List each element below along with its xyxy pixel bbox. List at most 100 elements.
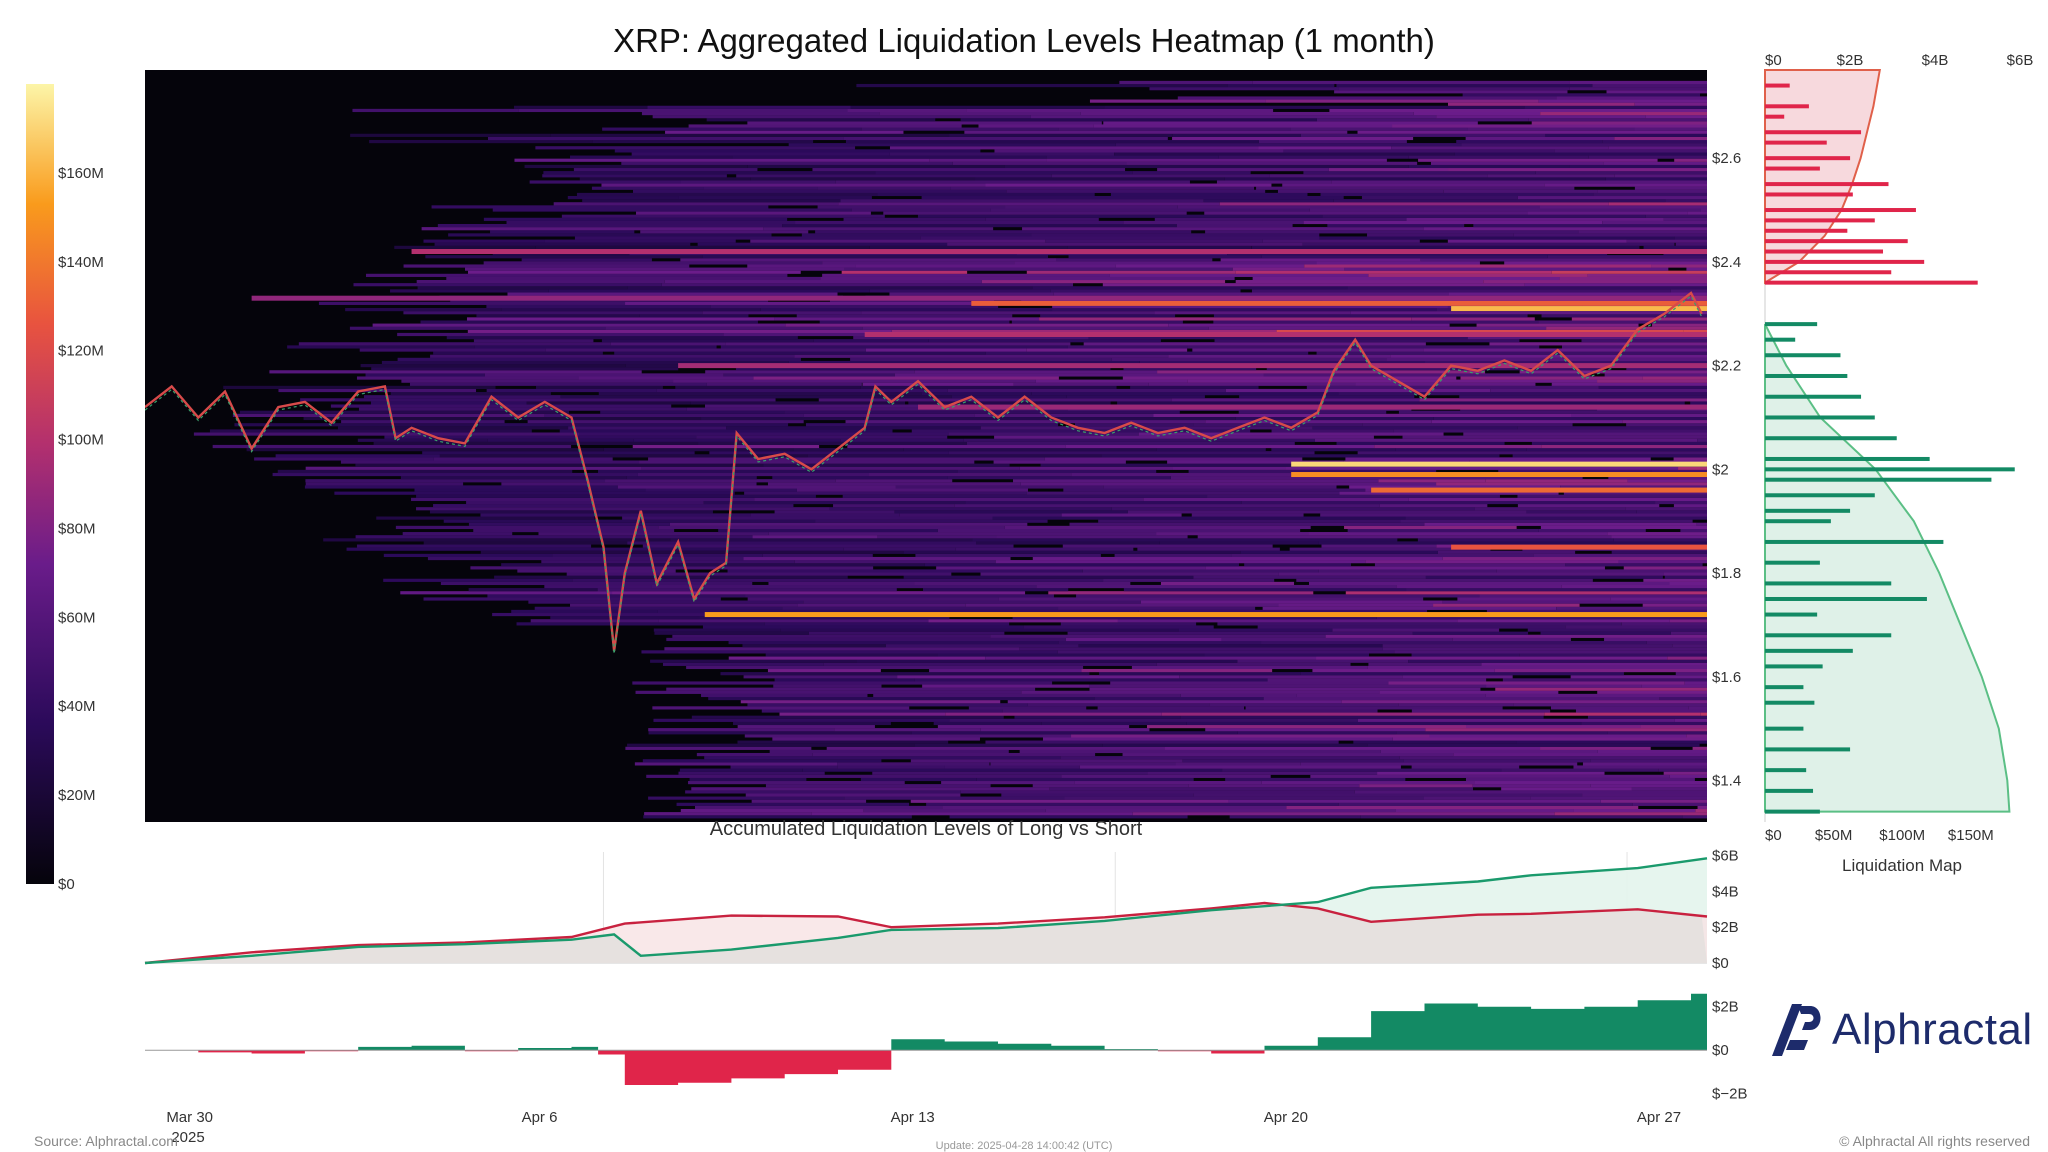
heatmap-cell: [817, 186, 951, 190]
heatmap-cell: [647, 105, 851, 109]
heatmap-cell: [1045, 808, 1396, 813]
heatmap-cell: [1110, 681, 1389, 685]
heatmap-cell: [1058, 640, 1262, 645]
update-text: Update: 2025-04-28 14:00:42 (UTC): [935, 1140, 1113, 1152]
heatmap-cell: [478, 423, 789, 427]
heatmap-cell: [574, 236, 921, 240]
heatmap-cell: [990, 208, 1310, 212]
heatmap-cell: [1156, 448, 1266, 452]
heatmap-cell: [885, 644, 1079, 648]
heatmap-cell: [843, 136, 1168, 141]
x-tick-year: 2025: [171, 1129, 204, 1146]
heatmap-cell: [1209, 703, 1399, 707]
short-bar: [1765, 130, 1862, 135]
heatmap-cell: [818, 398, 1172, 402]
accumulated-tick-label: $4B: [1712, 883, 1739, 900]
heatmap-cell: [980, 572, 1279, 576]
heatmap-cell: [437, 223, 783, 228]
heatmap-cell: [1216, 180, 1332, 184]
heatmap-cell: [1030, 115, 1437, 119]
heatmap-cell: [1312, 668, 1495, 673]
heatmap-cell: [1541, 314, 1707, 318]
heatmap-cell: [1332, 628, 1500, 632]
heatmap-cell: [1516, 740, 1707, 744]
heatmap-cell: [614, 351, 986, 355]
heatmap-cell: [417, 286, 628, 290]
heatmap-cell: [568, 426, 727, 430]
heatmap-cell: [928, 339, 1161, 343]
short-bar: [1765, 114, 1785, 119]
heatmap-cell: [394, 245, 536, 249]
heatmap-cell: [1402, 435, 1707, 439]
heatmap-cell: [1328, 167, 1449, 172]
long-bar: [1765, 700, 1815, 705]
heatmap-cell: [1103, 578, 1275, 582]
heatmap-cell: [669, 522, 1028, 526]
heatmap-cell: [985, 217, 1099, 221]
heatmap-cell: [627, 743, 915, 747]
heatmap-cell: [473, 528, 675, 533]
heatmap-cell: [612, 591, 1026, 595]
long-bar: [1765, 788, 1814, 793]
heatmap-cell: [965, 603, 1279, 607]
brand-logo[interactable]: Alphractal: [1768, 1000, 2033, 1060]
heatmap-cell: [1271, 429, 1394, 433]
heatmap-cell: [1367, 665, 1707, 670]
heatmap-cell: [1114, 152, 1455, 156]
heatmap-cell: [524, 164, 748, 169]
heatmap-cell: [1056, 258, 1213, 262]
heatmap-cell: [944, 765, 1080, 769]
heatmap-cell: [1032, 286, 1348, 290]
heatmap-cell: [1265, 99, 1539, 103]
heatmap-cell: [1012, 616, 1377, 620]
heatmap-cell: [1664, 575, 1707, 579]
long-bar: [1765, 337, 1796, 342]
heatmap-cell: [1533, 553, 1707, 558]
heatmap-cell: [414, 488, 646, 492]
heatmap-cell: [543, 171, 876, 175]
heatmap-cell: [1067, 245, 1252, 249]
heatmap-cell: [976, 541, 1160, 545]
heatmap-cell: [621, 161, 953, 165]
heatmap-cell: [1068, 255, 1262, 259]
heatmap-cell: [1261, 640, 1647, 645]
heatmap-cell: [1671, 311, 1707, 315]
heatmap-cell: [1094, 696, 1264, 701]
heatmap-cell: [514, 158, 930, 162]
heatmap-cell: [1402, 675, 1513, 679]
heatmap-cell: [1466, 724, 1641, 729]
heatmap-cell: [960, 118, 1317, 122]
heatmap-cell: [234, 423, 479, 427]
heatmap-cell: [1486, 684, 1642, 688]
heatmap-cell: [1224, 177, 1606, 181]
heatmap-cell: [765, 653, 938, 657]
heatmap-cell: [483, 261, 823, 265]
heatmap-cell: [750, 513, 900, 517]
heatmap-cell: [1312, 426, 1518, 430]
heatmap-cell: [1168, 354, 1391, 358]
heatmap-cell: [929, 158, 1047, 162]
heatmap-cell: [1678, 466, 1707, 470]
heatmap-cell: [1593, 192, 1707, 197]
heatmap-cell: [675, 385, 861, 389]
heatmap-cell: [622, 516, 993, 520]
heatmap-cell: [1642, 376, 1707, 380]
heatmap-cell: [476, 314, 640, 318]
heatmap-cell: [1467, 336, 1707, 340]
heatmap-cell: [1531, 121, 1707, 125]
heatmap-cell: [963, 438, 1315, 442]
heatmap-cell: [1367, 743, 1700, 747]
heatmap-cell: [1138, 432, 1444, 436]
heatmap-cell: [950, 186, 1255, 190]
heatmap-cell: [1022, 227, 1424, 231]
heatmap-cell: [358, 407, 687, 411]
heatmap-cell: [678, 771, 825, 775]
heatmap-cell: [355, 463, 764, 467]
heatmap-cell: [1021, 690, 1380, 694]
heatmap-cell: [1431, 420, 1623, 424]
heatmap-cell: [468, 270, 801, 274]
heatmap-cell: [1171, 398, 1420, 402]
heatmap-cell: [651, 584, 1037, 589]
heatmap-cell: [1258, 139, 1407, 144]
heatmap-cell: [1192, 348, 1424, 352]
